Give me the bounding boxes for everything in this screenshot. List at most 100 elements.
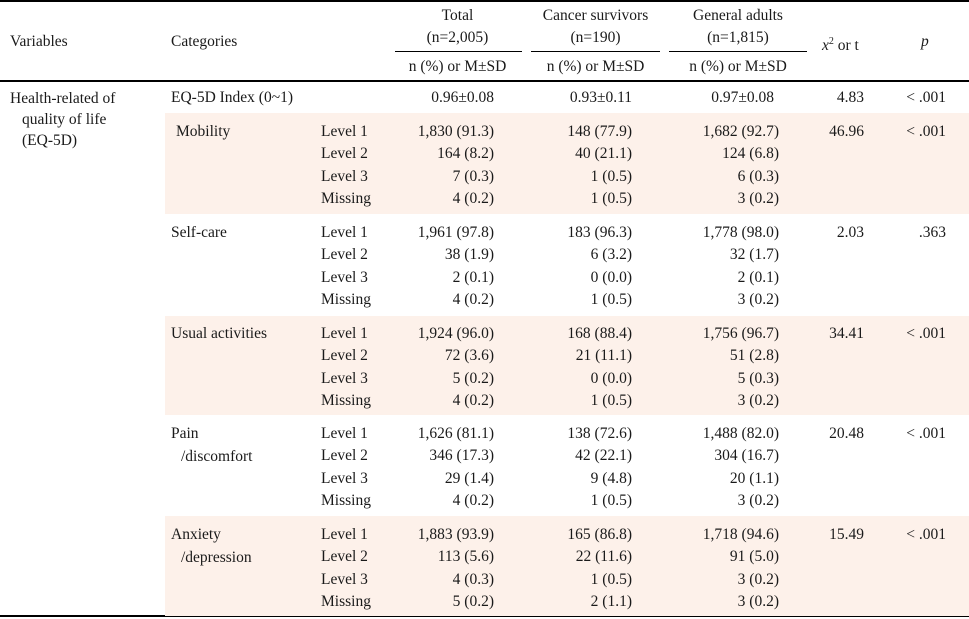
cell-cancer: 2 (1.1) [590, 593, 632, 610]
cell-total: 346 (17.3) [429, 447, 494, 464]
cell-total: 72 (3.6) [444, 347, 494, 364]
cell-cancer: 40 (21.1) [575, 145, 632, 162]
group-category-label: Anxiety [171, 526, 221, 543]
level-label: Level 1 [321, 123, 368, 140]
cell-general: 51 (2.8) [729, 347, 779, 364]
cell-cancer: 165 (86.8) [567, 526, 632, 543]
cell-total: 1,883 (93.9) [417, 526, 494, 543]
cell-total: 4 (0.2) [452, 291, 494, 308]
cell-cancer: 1 (0.5) [590, 168, 632, 185]
cell-general: 3 (0.2) [737, 392, 779, 409]
cell-general: 32 (1.7) [729, 246, 779, 263]
level-label: Level 3 [321, 370, 368, 387]
cell-general: 5 (0.3) [737, 370, 779, 387]
level-label: Level 3 [321, 168, 368, 185]
index-category: EQ-5D Index (0~1) [171, 89, 294, 106]
cell-total: 4 (0.2) [452, 190, 494, 207]
group-p: < .001 [906, 526, 946, 543]
level-label: Level 3 [321, 470, 368, 487]
cell-total: 4 (0.2) [452, 392, 494, 409]
level-label: Level 2 [321, 347, 368, 364]
cell-general: 6 (0.3) [737, 168, 779, 185]
cell-total: 38 (1.9) [444, 246, 494, 263]
cell-cancer: 1 (0.5) [590, 291, 632, 308]
cell-cancer: 21 (11.1) [575, 347, 632, 364]
level-label: Level 1 [321, 526, 368, 543]
cell-total: 1,961 (97.8) [417, 224, 494, 241]
group-p: < .001 [906, 123, 946, 140]
group-stat: 20.48 [829, 425, 864, 442]
header-total-n: (n=2,005) [426, 29, 489, 46]
group-category-label: Pain [171, 425, 199, 442]
cell-cancer: 1 (0.5) [590, 392, 632, 409]
level-label: Level 2 [321, 145, 368, 162]
cell-general: 1,718 (94.6) [702, 526, 779, 543]
header-general-underline [669, 51, 807, 52]
group-shade [165, 113, 969, 214]
index-p: < .001 [906, 89, 946, 106]
level-label: Level 2 [321, 548, 368, 565]
cell-general: 1,778 (98.0) [702, 224, 779, 241]
cell-total: 113 (5.6) [437, 548, 494, 565]
header-p-symbol: p [921, 33, 929, 50]
cell-cancer: 1 (0.5) [590, 571, 632, 588]
level-label: Level 1 [321, 425, 368, 442]
variable-line2: quality of life [22, 111, 107, 128]
header-cancer-underline [531, 51, 660, 52]
header-stat: x2 or t [822, 32, 859, 56]
cell-total: 1,626 (81.1) [417, 425, 494, 442]
level-label: Level 1 [321, 325, 368, 342]
cell-general: 3 (0.2) [737, 190, 779, 207]
cell-general: 1,682 (92.7) [702, 123, 779, 140]
cell-cancer: 22 (11.6) [575, 548, 632, 565]
level-label: Level 3 [321, 571, 368, 588]
index-total: 0.96±0.08 [431, 89, 494, 106]
level-label: Level 2 [321, 447, 368, 464]
cell-general: 20 (1.1) [729, 470, 779, 487]
cell-cancer: 0 (0.0) [590, 269, 632, 286]
top-rule [0, 0, 969, 2]
cell-general: 124 (6.8) [722, 145, 779, 162]
level-label: Level 3 [321, 269, 368, 286]
header-stat-rest: or t [833, 37, 859, 55]
header-total-sub: n (%) or M±SD [408, 58, 507, 75]
group-category-label: /depression [181, 549, 252, 566]
group-p: .363 [918, 224, 946, 241]
cell-cancer: 148 (77.9) [567, 123, 632, 140]
group-stat: 46.96 [829, 123, 864, 140]
cell-general: 3 (0.2) [737, 593, 779, 610]
header-categories: Categories [171, 33, 238, 50]
group-stat: 34.41 [829, 325, 864, 342]
cell-total: 29 (1.4) [444, 470, 494, 487]
header-cancer-n: (n=190) [570, 29, 621, 46]
header-total-underline [395, 51, 522, 52]
cell-cancer: 6 (3.2) [590, 246, 632, 263]
cell-general: 2 (0.1) [737, 269, 779, 286]
cell-total: 5 (0.2) [452, 593, 494, 610]
cell-total: 164 (8.2) [437, 145, 494, 162]
cell-general: 91 (5.0) [729, 548, 779, 565]
group-stat: 15.49 [829, 526, 864, 543]
group-category-label: Mobility [176, 123, 231, 140]
header-p: p [921, 32, 929, 52]
level-label: Level 2 [321, 246, 368, 263]
cell-general: 1,488 (82.0) [702, 425, 779, 442]
cell-cancer: 0 (0.0) [590, 370, 632, 387]
cell-cancer: 1 (0.5) [590, 492, 632, 509]
group-shade [165, 316, 969, 415]
index-cancer: 0.93±0.11 [569, 89, 632, 106]
header-cancer: Cancer survivors [542, 7, 649, 24]
cell-general: 304 (16.7) [714, 447, 779, 464]
cell-total: 1,830 (91.3) [417, 123, 494, 140]
bottom-rule [0, 615, 969, 617]
level-label: Missing [321, 492, 371, 509]
variable-line1: Health-related of [10, 90, 116, 107]
header-bottom-rule [0, 80, 969, 82]
group-shade [165, 516, 969, 616]
level-label: Missing [321, 190, 371, 207]
header-general-n: (n=1,815) [707, 29, 769, 46]
cell-total: 1,924 (96.0) [417, 325, 494, 342]
header-variables: Variables [10, 33, 68, 50]
cell-cancer: 42 (22.1) [575, 447, 632, 464]
